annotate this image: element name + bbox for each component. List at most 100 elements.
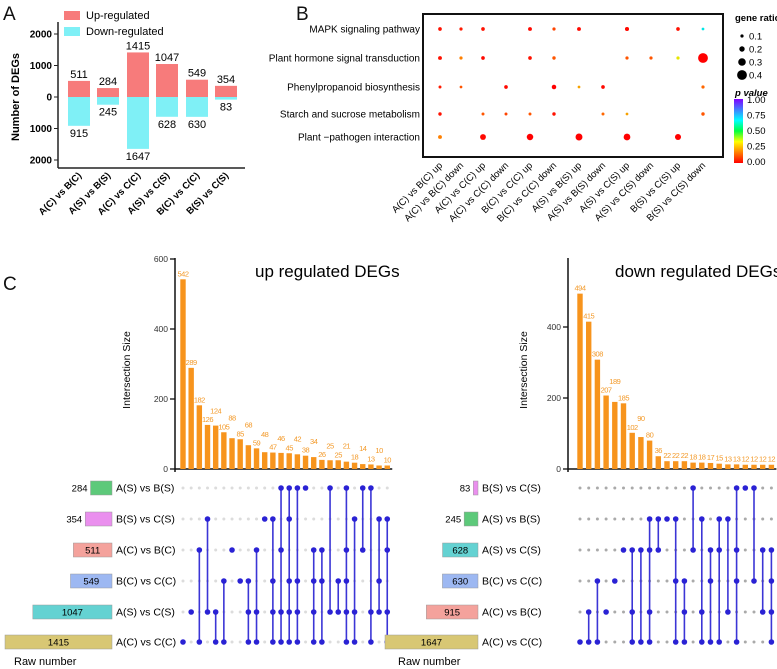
matrix-dot [646,516,653,522]
matrix-empty-dot [263,579,267,583]
up-bar [97,88,119,97]
matrix-dot [180,639,186,645]
matrix-dot [376,578,382,584]
matrix-empty-dot [595,486,599,490]
matrix-empty-dot [312,486,316,490]
intersection-bar [707,462,714,469]
matrix-dot [310,547,317,553]
matrix-empty-dot [709,486,712,490]
y-tick-label: 1000 [30,61,53,72]
enrichment-dot [551,84,557,90]
y-tick-label: 600 [154,254,168,264]
enrichment-dot [528,112,532,116]
enrichment-dot [526,133,534,141]
matrix-empty-dot [769,486,773,490]
matrix-dot [646,639,653,645]
matrix-dot [327,485,333,491]
bar-value-label: 1647 [126,151,150,163]
size-legend-dot [737,70,747,80]
matrix-dot [212,609,219,615]
legend-swatch [64,11,80,20]
matrix-empty-dot [255,486,259,490]
matrix-empty-dot [622,517,625,521]
set-size-value: 1647 [421,638,442,649]
intersection-value-label: 14 [359,444,367,453]
matrix-empty-dot [304,579,308,583]
down-bar [186,97,208,117]
matrix-dot [310,639,317,645]
matrix-empty-dot [595,548,599,552]
matrix-empty-dot [377,640,381,644]
set-size-bar [84,511,113,527]
matrix-empty-dot [639,517,643,521]
intersection-bar [196,405,203,469]
matrix-dot [594,578,601,584]
matrix-dot [261,516,268,522]
intersection-value-label: 189 [609,377,620,386]
matrix-empty-dot [222,548,226,552]
matrix-empty-dot [263,640,267,644]
intersection-bar [335,460,341,469]
matrix-dot [742,485,749,491]
matrix-empty-dot [578,610,582,614]
matrix-empty-dot [328,640,332,644]
intersection-bar [646,440,653,469]
matrix-dot [725,609,731,615]
plot-frame [422,13,724,158]
intersection-bar [716,463,722,469]
matrix-empty-dot [230,579,234,583]
intersection-bar [253,448,260,469]
intersection-value-label: 25 [326,441,334,450]
matrix-empty-dot [336,486,340,490]
y-tick-label: 2000 [30,156,53,167]
intersection-value-label: 85 [237,429,245,438]
matrix-dot [229,547,235,553]
matrix-dot [707,639,714,645]
matrix-empty-dot [336,517,340,521]
matrix-empty-dot [578,517,582,521]
intersection-bar [603,395,609,469]
matrix-empty-dot [726,486,730,490]
intersection-value-label: 126 [202,415,213,424]
set-size-bar [442,573,479,589]
intersection-value-label: 47 [269,443,277,452]
matrix-empty-dot [691,610,695,614]
intersection-value-label: 42 [294,435,302,444]
matrix-empty-dot [665,579,669,583]
intersection-value-label: 12 [742,455,750,464]
legend-label: Down-regulated [86,26,164,38]
matrix-dot [655,547,662,553]
chart-title: up regulated DEGs [255,262,400,281]
matrix-dot [294,485,301,491]
matrix-empty-dot [361,579,365,583]
matrix-dot [343,485,350,491]
enrichment-dot [438,85,442,89]
matrix-empty-dot [189,640,193,644]
set-axis-label: Raw number [398,656,461,668]
matrix-dot [278,639,284,645]
enrichment-dot [649,56,653,60]
matrix-dot [716,516,722,522]
up-bar [127,52,149,97]
matrix-empty-dot [263,548,267,552]
matrix-dot [327,609,333,615]
matrix-empty-dot [743,579,747,583]
matrix-empty-dot [230,640,234,644]
y-tick-label: 200 [154,394,168,404]
matrix-empty-dot [336,640,340,644]
size-legend-dot [738,58,746,66]
matrix-dot [245,609,252,615]
matrix-empty-dot [656,486,660,490]
down-bar [68,97,90,126]
matrix-empty-dot [214,548,218,552]
matrix-empty-dot [206,640,210,644]
intersection-bar [742,464,748,469]
y-tick-label: 0 [556,464,561,474]
matrix-dot [629,609,635,615]
matrix-empty-dot [656,640,660,644]
enrichment-dot [701,112,705,116]
pathway-label: Plant hormone signal transduction [269,54,420,65]
matrix-dot [629,547,635,553]
y-tick-label: 0 [46,93,52,104]
matrix-empty-dot [691,579,695,583]
